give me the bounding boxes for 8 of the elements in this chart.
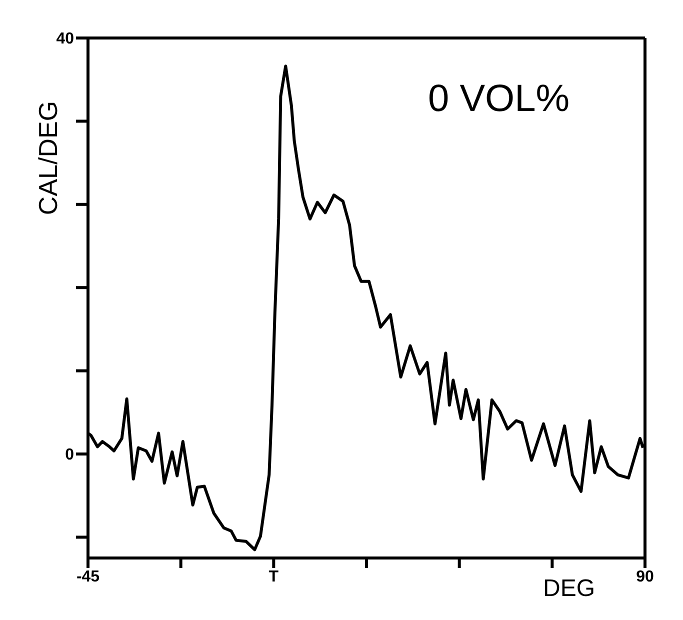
annotation: 0 VOL%: [428, 78, 570, 121]
y-axis-title: CAL/DEG: [33, 100, 64, 216]
x-axis-title: DEG: [542, 575, 595, 602]
x-tick-label: T: [268, 568, 279, 586]
y-tick-label: 40: [56, 30, 74, 48]
y-tick-label: 0: [65, 446, 74, 464]
x-tick-label: 90: [636, 568, 654, 586]
x-tick-label: -45: [76, 568, 100, 586]
